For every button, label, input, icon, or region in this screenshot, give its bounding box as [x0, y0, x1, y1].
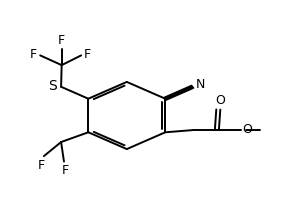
Text: F: F — [30, 48, 37, 61]
Text: O: O — [215, 94, 225, 107]
Text: S: S — [48, 79, 57, 93]
Text: F: F — [62, 164, 69, 177]
Text: F: F — [84, 48, 91, 61]
Text: F: F — [58, 34, 65, 47]
Text: N: N — [196, 78, 205, 91]
Text: O: O — [243, 123, 253, 136]
Text: F: F — [38, 159, 45, 172]
